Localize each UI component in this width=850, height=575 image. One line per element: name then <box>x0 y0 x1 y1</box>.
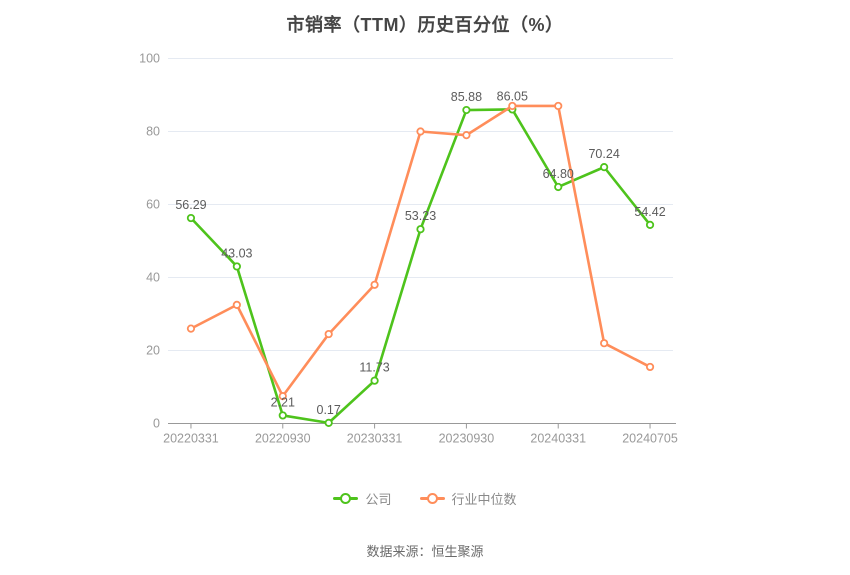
data-point-marker[interactable] <box>554 101 563 111</box>
data-point-marker[interactable] <box>370 280 379 289</box>
data-point-marker[interactable] <box>186 213 196 223</box>
y-axis-label: 80 <box>146 125 160 139</box>
series-line-0 <box>189 108 652 425</box>
data-point-marker[interactable] <box>278 411 287 420</box>
series-line-1 <box>189 104 652 398</box>
data-point-marker[interactable] <box>416 225 425 234</box>
data-point-label: 43.03 <box>221 246 252 260</box>
legend-item-1[interactable]: 行业中位数 <box>419 489 517 508</box>
data-point-marker[interactable] <box>324 329 333 339</box>
data-point-marker[interactable] <box>324 418 333 427</box>
x-axis-label: 20220331 <box>163 432 219 446</box>
data-source: 数据来源：恒生聚源 <box>366 544 484 559</box>
data-point-marker[interactable] <box>600 163 609 172</box>
y-axis-label: 100 <box>139 52 160 66</box>
data-point-label: 11.73 <box>359 361 389 375</box>
data-point-marker[interactable] <box>645 220 655 229</box>
data-point-label: 54.42 <box>634 205 665 219</box>
x-axis-label: 20240705 <box>622 432 678 446</box>
data-point-label: 85.88 <box>451 90 482 104</box>
x-axis-label: 20240331 <box>530 432 586 446</box>
y-axis-label: 60 <box>146 198 160 212</box>
legend-label: 公司 <box>365 492 392 507</box>
data-point-marker[interactable] <box>600 339 609 348</box>
data-point-label: 86.05 <box>497 89 528 103</box>
data-point-marker[interactable] <box>462 105 471 115</box>
y-axis-label: 0 <box>153 417 160 431</box>
y-axis-label: 20 <box>146 344 160 358</box>
x-axis-label: 20220930 <box>255 432 311 446</box>
legend: 公司 行业中位数 <box>0 489 850 508</box>
legend-line-icon <box>333 493 359 504</box>
data-point-label: 0.17 <box>317 403 341 417</box>
legend-item-0[interactable]: 公司 <box>333 489 392 508</box>
data-point-label: 64.80 <box>543 167 574 181</box>
data-point-marker[interactable] <box>554 182 563 192</box>
data-point-marker[interactable] <box>186 324 196 333</box>
data-point-label: 2.21 <box>271 395 295 409</box>
data-point-marker[interactable] <box>232 262 241 271</box>
data-point-marker[interactable] <box>232 300 241 309</box>
y-axis-label: 40 <box>146 271 160 285</box>
chart-svg: 0 20 40 60 80 100 20220331 20220930 20230331 2023… <box>139 52 678 446</box>
data-point-label: 53.23 <box>405 209 436 223</box>
data-point-marker[interactable] <box>370 376 379 385</box>
x-axis-label: 20230930 <box>439 432 495 446</box>
chart-title: 市销率（TTM）历史百分位（%） <box>286 15 564 35</box>
data-point-marker[interactable] <box>416 127 425 136</box>
data-point-marker[interactable] <box>645 362 655 372</box>
data-point-label: 56.29 <box>175 198 206 212</box>
data-point-label: 70.24 <box>588 147 619 161</box>
legend-line-icon <box>419 493 445 504</box>
legend-label: 行业中位数 <box>451 492 517 507</box>
data-point-marker[interactable] <box>278 392 287 401</box>
data-point-marker[interactable] <box>462 131 471 140</box>
data-point-marker[interactable] <box>508 101 517 111</box>
x-axis-label: 20230331 <box>347 432 403 446</box>
